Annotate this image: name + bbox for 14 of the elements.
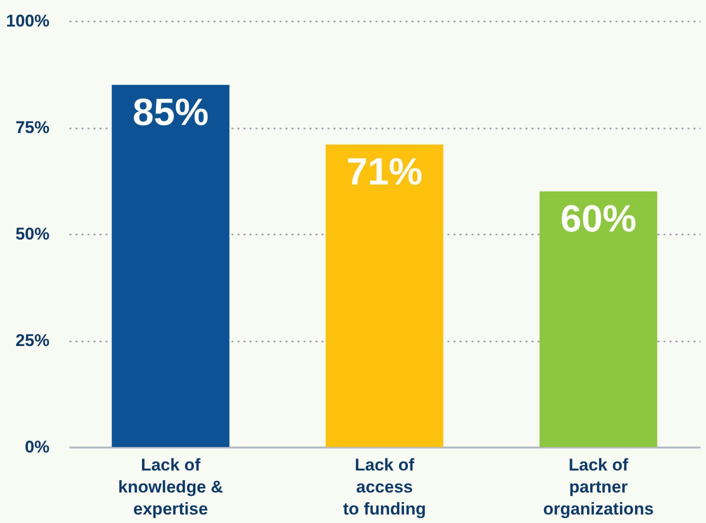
data-label: 71% xyxy=(346,152,423,194)
y-tick-label: 25% xyxy=(15,331,50,350)
bar xyxy=(540,191,658,447)
data-label: 85% xyxy=(132,92,209,134)
y-tick-label: 50% xyxy=(15,224,50,244)
bar xyxy=(326,144,444,447)
bar xyxy=(112,84,230,447)
x-tick-label: Lack of knowledge & expertise xyxy=(118,456,224,518)
x-tick-label: Lack of access to funding xyxy=(342,456,426,518)
x-tick-label: Lack of partner organizations xyxy=(543,456,654,518)
data-label: 60% xyxy=(560,198,636,240)
y-tick-label: 75% xyxy=(15,118,50,137)
y-tick-label: 0% xyxy=(24,438,50,456)
y-tick-label: 100% xyxy=(6,12,50,30)
